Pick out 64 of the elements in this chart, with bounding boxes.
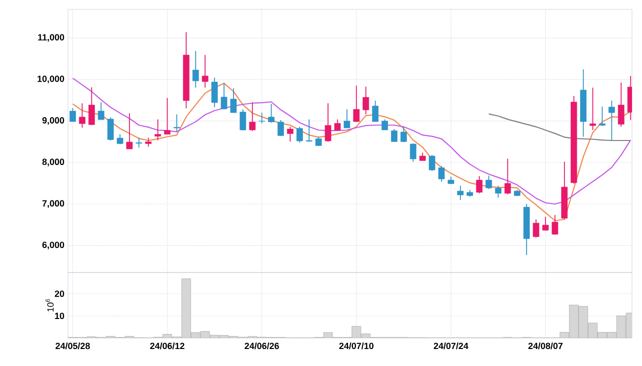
candlestick xyxy=(410,142,416,162)
candlestick xyxy=(249,102,256,132)
y-tick-label: 8,000 xyxy=(42,158,64,166)
candlestick xyxy=(457,185,464,200)
x-tick-label: 24/07/10 xyxy=(339,342,374,350)
candlestick xyxy=(107,116,114,141)
candlestick xyxy=(324,102,332,142)
y-tick-label: 20 xyxy=(54,290,64,297)
candlestick xyxy=(542,216,549,232)
candlestick xyxy=(192,50,199,88)
candlestick xyxy=(230,88,237,114)
x-tick-label: 24/05/28 xyxy=(56,342,90,350)
candlestick xyxy=(79,102,86,128)
candlestick xyxy=(391,128,398,142)
candlestick xyxy=(145,137,152,148)
x-tick-label: 24/08/07 xyxy=(528,342,563,350)
candlestick xyxy=(211,77,218,108)
candlestick xyxy=(618,82,624,128)
x-tick-label: 24/06/26 xyxy=(244,342,279,350)
y-tick-label: 6,000 xyxy=(42,242,64,250)
candlestick xyxy=(98,102,104,120)
candlestick xyxy=(532,218,540,238)
candlestick xyxy=(486,175,492,190)
candlestick xyxy=(126,112,133,150)
candlestick xyxy=(438,166,445,182)
candlestick xyxy=(372,100,378,122)
candlestick xyxy=(296,126,303,144)
candlestick xyxy=(353,85,360,122)
candlestick xyxy=(278,120,284,136)
candlestick xyxy=(70,108,76,122)
y-tick-label: 10 xyxy=(55,312,64,320)
candlestick xyxy=(220,82,228,110)
candlestick xyxy=(344,108,350,128)
candlestick xyxy=(428,154,436,172)
candlestick xyxy=(334,118,341,131)
candlestick xyxy=(590,87,596,130)
candlestick xyxy=(154,118,161,141)
y-tick-label: 10,000 xyxy=(38,76,64,84)
candlestick xyxy=(382,118,388,130)
x-tick-label: 24/07/24 xyxy=(434,342,468,350)
candlestick xyxy=(362,86,370,115)
candlestick xyxy=(306,118,312,142)
candlestick xyxy=(400,126,407,143)
candlestick xyxy=(88,86,95,126)
candlestick xyxy=(599,106,606,126)
candlestick xyxy=(504,158,511,195)
candlestick xyxy=(268,104,274,124)
candlestick xyxy=(552,214,558,236)
y-tick-label: 9,000 xyxy=(42,117,64,125)
candlestick xyxy=(240,108,246,131)
y-tick-label: 11,000 xyxy=(38,34,64,42)
candlestick xyxy=(315,136,322,146)
candlestick xyxy=(287,126,294,142)
candlestick xyxy=(258,112,266,124)
y-axis-title: 10$^{6}$ xyxy=(46,299,54,312)
x-tick-label: 24/06/12 xyxy=(150,342,184,350)
candlestick xyxy=(608,100,615,142)
candlestick xyxy=(495,185,502,198)
y-tick-label: 7,000 xyxy=(42,200,64,208)
candlestick xyxy=(136,137,142,148)
candlestick xyxy=(202,54,208,88)
candlestick xyxy=(164,97,170,135)
candlestick xyxy=(476,176,482,194)
candlestick xyxy=(174,114,180,132)
